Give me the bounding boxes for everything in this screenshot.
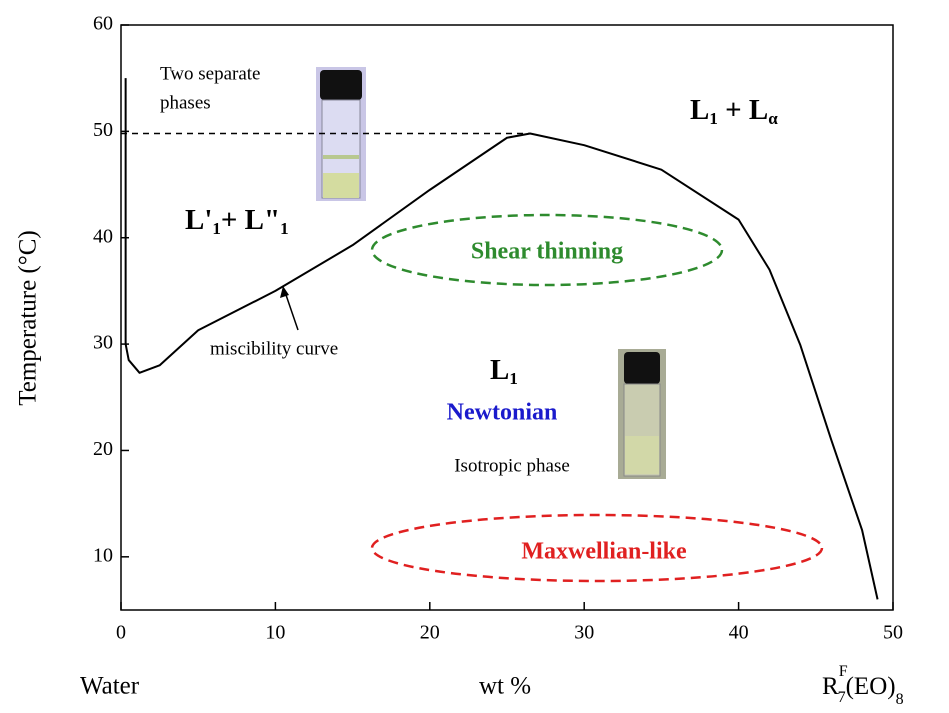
annotation: Two separate <box>160 63 260 84</box>
plot-frame <box>120 24 894 611</box>
left-label: Water <box>80 673 140 700</box>
phase-label: L1 <box>490 354 518 388</box>
phase-label: L1 + Lα <box>690 94 778 128</box>
miscibility-curve <box>124 78 879 600</box>
y-tick-label: 10 <box>93 544 113 566</box>
y-tick-label: 30 <box>93 332 113 354</box>
x-tick-label: 0 <box>116 622 126 644</box>
x-tick-label: 30 <box>574 622 594 644</box>
annotation: miscibility curve <box>210 338 338 359</box>
vial-isotropic <box>618 349 666 479</box>
annotation: Maxwellian-like <box>521 539 687 565</box>
annotation: Isotropic phase <box>454 455 570 476</box>
annotation: Shear thinning <box>471 239 623 265</box>
annotation: phases <box>160 92 211 113</box>
annotation: Newtonian <box>447 400 558 426</box>
y-axis-label: Temperature (°C) <box>15 230 42 406</box>
y-tick-label: 40 <box>93 225 113 247</box>
x-tick-label: 20 <box>420 622 440 644</box>
y-tick-label: 60 <box>93 13 113 35</box>
ellipse-maxwellian <box>370 513 824 583</box>
x-axis-label: wt % <box>479 673 531 700</box>
x-tick-label: 40 <box>729 622 749 644</box>
phase-label: L'1+ L"1 <box>185 204 289 238</box>
x-tick-label: 50 <box>883 622 903 644</box>
x-tick-label: 10 <box>265 622 285 644</box>
arrow-head <box>280 286 289 298</box>
right-label: RF 7(EO)8 <box>822 663 904 708</box>
ellipse-shear <box>370 213 724 287</box>
y-tick-label: 50 <box>93 119 113 141</box>
arrow <box>284 291 299 331</box>
y-tick-label: 20 <box>93 438 113 460</box>
